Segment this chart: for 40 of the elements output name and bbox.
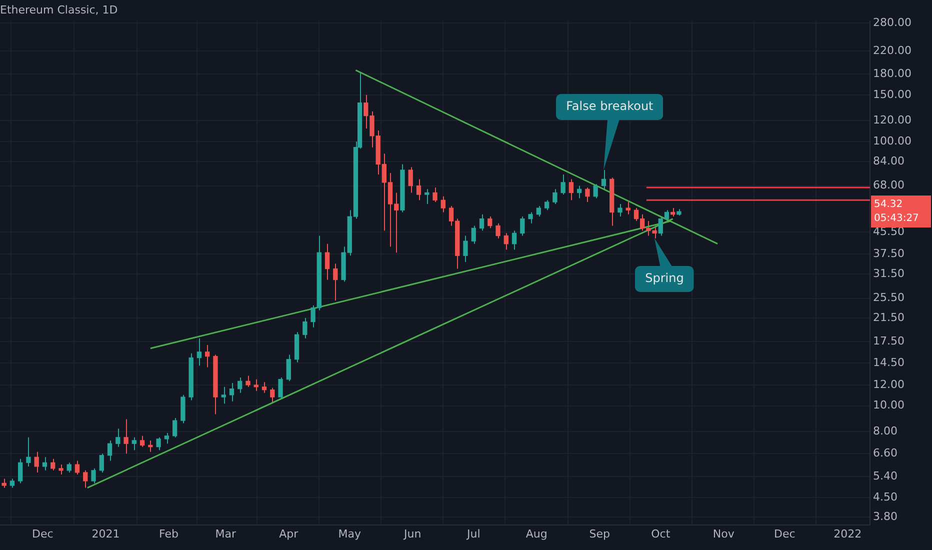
text: 05:43:27 [874,213,919,224]
x-tick-label: Dec [32,527,54,540]
y-tick-label: 6.60 [873,446,898,460]
y-tick-label: 68.00 [873,178,904,192]
y-tick-label: 12.00 [873,378,904,391]
text: 54.32 [874,199,903,210]
x-tick-label: Dec [774,527,796,540]
y-tick-label: 14.50 [873,356,904,370]
y-tick-label: 21.50 [873,310,904,324]
y-tick-label: 84.00 [873,154,904,168]
x-tick-label: Feb [158,527,178,540]
x-tick-label: Nov [712,527,735,540]
chart-title: Ethereum Classic, 1D [0,3,118,16]
y-tick-label: 3.80 [873,510,898,523]
y-tick-label: 120.00 [873,113,912,126]
y-tick-label: 180.00 [873,66,912,80]
y-tick-label: 280.00 [873,16,912,30]
y-tick-label: 8.00 [873,424,898,438]
annotation: Spring [644,271,685,286]
y-tick-label: 5.40 [873,469,898,482]
x-tick-label: Mar [215,527,236,540]
y-tick-label: 31.50 [873,266,904,280]
y-tick-label: 4.50 [873,490,898,504]
x-tick-label: May [338,527,362,540]
x-tick-label: 2022 [834,527,862,540]
y-tick-label: 25.50 [873,291,904,304]
y-tick-label: 150.00 [873,88,912,101]
x-tick-label: Jun [403,527,422,540]
y-tick-label: 10.00 [873,398,904,412]
x-tick-label: Aug [526,527,548,540]
x-tick-label: 2021 [92,527,120,540]
x-tick-label: Apr [279,527,299,540]
y-tick-label: 37.50 [873,246,904,260]
x-tick-label: Sep [589,527,610,540]
y-tick-label: 100.00 [873,134,912,148]
x-tick-label: Jul [466,527,480,540]
annotation: False breakout [565,98,654,113]
y-tick-label: 17.50 [873,334,904,348]
x-tick-label: Oct [651,527,671,540]
y-tick-label: 220.00 [873,44,912,57]
